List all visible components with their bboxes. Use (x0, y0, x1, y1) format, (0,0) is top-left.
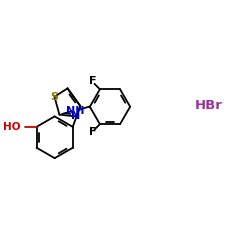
Text: N: N (71, 112, 81, 122)
Text: F: F (89, 76, 96, 86)
Text: NH: NH (66, 106, 84, 116)
Text: F: F (89, 127, 96, 137)
Text: HBr: HBr (194, 99, 222, 112)
Text: S: S (50, 92, 58, 102)
Text: HO: HO (3, 122, 20, 132)
